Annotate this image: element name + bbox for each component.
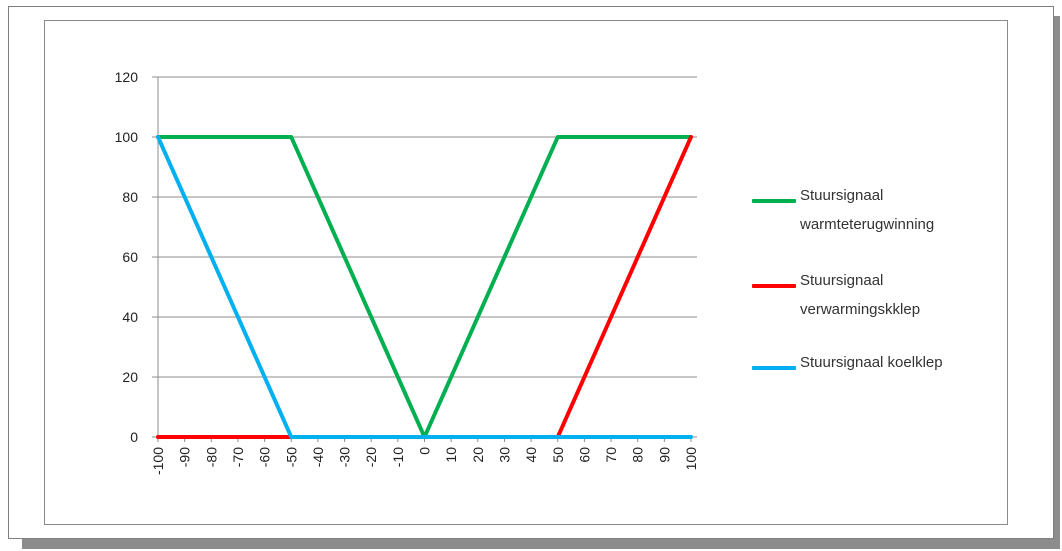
legend-label-warmteterugwinning-line1: Stuursignaal xyxy=(800,187,884,204)
x-tick-label: 90 xyxy=(656,447,672,463)
x-tick-label: 40 xyxy=(523,447,539,463)
series-lines xyxy=(156,135,693,439)
x-tick-label: 50 xyxy=(550,447,566,463)
y-tick-label: 120 xyxy=(115,69,139,85)
x-axis-labels: -100 -90 -80 -70 -60 -50 -40 -30 -20 -10 0 10 20 30 40… xyxy=(150,447,699,475)
y-tick-label: 100 xyxy=(115,129,139,145)
x-tick-label: 10 xyxy=(443,447,459,463)
chart-area xyxy=(44,20,1008,525)
x-tick-label: 60 xyxy=(576,447,592,463)
legend-label-warmteterugwinning-line2: warmteterugwinning xyxy=(800,216,935,233)
y-tick-label: 40 xyxy=(122,309,138,325)
page-shadow xyxy=(22,539,1058,549)
gridlines xyxy=(152,76,697,378)
x-tick-label: -50 xyxy=(283,447,299,467)
y-tick-label: 80 xyxy=(122,189,138,205)
legend-swatch-blue xyxy=(752,366,796,370)
legend-label-koelklep: Stuursignaal koelklep xyxy=(800,354,943,371)
legend-label-verwarmingskklep-line1: Stuursignaal xyxy=(800,272,884,289)
y-tick-label: 0 xyxy=(130,429,138,445)
x-tick-label: -40 xyxy=(310,447,326,467)
x-tick-label: 20 xyxy=(470,447,486,463)
x-tick-label: -30 xyxy=(337,447,353,467)
x-tick-label: 30 xyxy=(496,447,512,463)
x-tick-label: -80 xyxy=(203,447,219,467)
x-tick-label: -20 xyxy=(363,447,379,467)
x-tick-label: 80 xyxy=(630,447,646,463)
x-tick-label: 100 xyxy=(683,447,699,471)
x-tick-label: -60 xyxy=(257,447,273,467)
y-tick-label: 20 xyxy=(122,369,138,385)
page-shadow-right xyxy=(1054,16,1060,549)
series-line-2 xyxy=(156,135,693,439)
x-tick-label: 70 xyxy=(603,447,619,463)
x-tick-label: -70 xyxy=(230,447,246,467)
series-line-0 xyxy=(156,135,693,439)
x-tick-label: -90 xyxy=(177,447,193,467)
series-line-1 xyxy=(156,135,693,439)
legend-swatch-red xyxy=(752,284,796,288)
x-tick-label: -10 xyxy=(390,447,406,467)
x-tick-label: -100 xyxy=(150,447,166,475)
legend-label-verwarmingskklep-line2: verwarmingskklep xyxy=(800,301,921,318)
axes xyxy=(152,77,697,442)
x-tick-label: 0 xyxy=(417,447,433,455)
y-tick-label: 60 xyxy=(122,249,138,265)
y-axis-labels: 0 20 40 60 80 100 120 xyxy=(115,69,139,445)
legend-swatch-green xyxy=(752,199,796,203)
